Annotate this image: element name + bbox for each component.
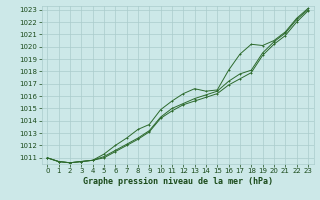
X-axis label: Graphe pression niveau de la mer (hPa): Graphe pression niveau de la mer (hPa) bbox=[83, 177, 273, 186]
